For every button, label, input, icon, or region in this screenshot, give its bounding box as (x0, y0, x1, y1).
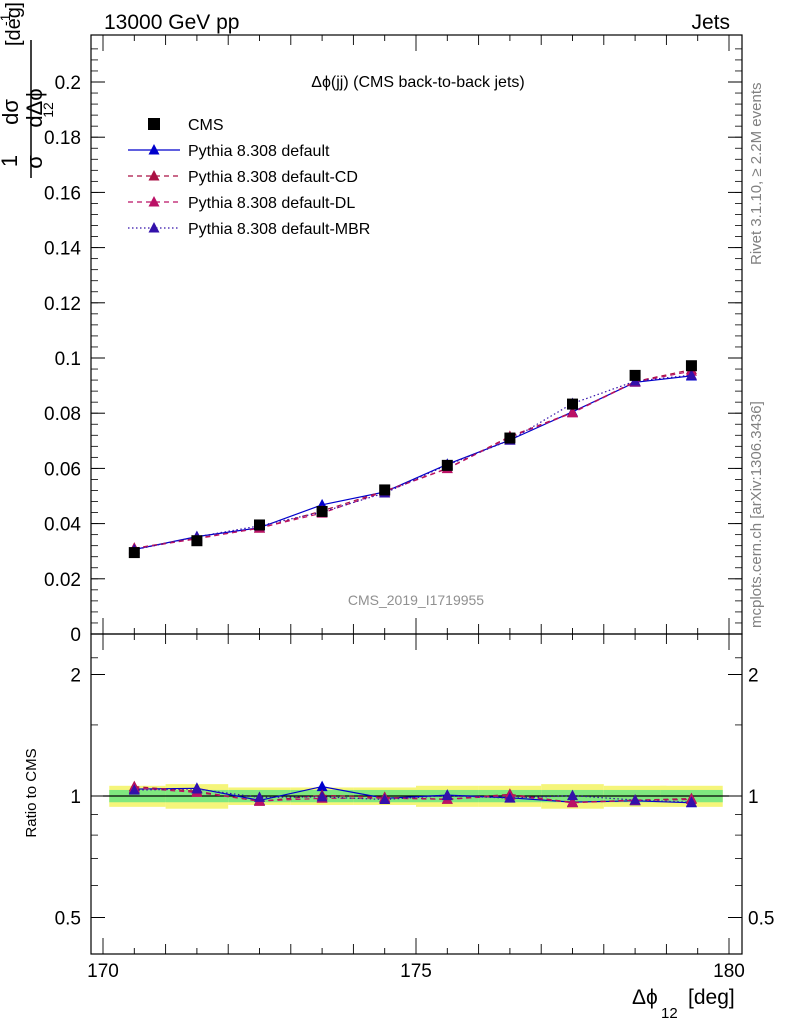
data-point-cms (629, 369, 641, 381)
y-tick-label: 0.08 (44, 404, 81, 425)
ratio-y-tick-label: 2 (70, 666, 81, 687)
main-series (128, 360, 697, 559)
y-label-subscript: 12 (40, 102, 56, 118)
data-point-mc (685, 796, 697, 807)
data-point-cms (567, 398, 578, 410)
y-tick-label: 0.1 (55, 349, 81, 370)
series-line (134, 374, 692, 551)
ratio-y-axis-label: Ratio to CMS (23, 748, 40, 837)
data-point-mc (128, 784, 140, 795)
data-point-mc (567, 406, 578, 418)
legend-marker (148, 144, 160, 155)
rivet-version-label: Rivet 3.1.10, ≥ 2.2M events (748, 83, 765, 266)
series-line (134, 375, 692, 551)
ratio-y-tick-label-right: 0.5 (748, 909, 774, 930)
data-point-mc (629, 794, 641, 805)
data-point-mc (191, 782, 203, 794)
data-point-cms (379, 484, 391, 496)
y-tick-label: 0 (70, 625, 81, 646)
y-tick-label: 0.2 (55, 73, 81, 94)
y-label-one: 1 (0, 155, 22, 167)
data-point-cms (316, 505, 328, 517)
legend-marker (148, 118, 160, 130)
data-point-cms (191, 535, 203, 547)
x-label-main: Δϕ (632, 986, 658, 1009)
series-line (134, 787, 692, 804)
data-point-cms (128, 547, 140, 559)
energy-label: 13000 GeV pp (104, 11, 239, 34)
data-point-mc (316, 780, 328, 792)
y-tick-label: 0.18 (44, 128, 81, 149)
y-label-units-exp: -1 (0, 13, 13, 26)
data-point-mc (254, 791, 265, 802)
data-point-mc (316, 790, 328, 802)
legend-marker (148, 170, 160, 181)
ratio-ticks: 0.5 0.5 1 1 2 2 170 175 180 (55, 634, 774, 982)
x-tick-label: 180 (713, 961, 745, 982)
ratio-y-tick-label: 0.5 (55, 909, 81, 930)
y-tick-label: 0.06 (44, 459, 81, 480)
x-axis-label: Δϕ 12 [deg] (632, 986, 735, 1022)
data-point-cms (685, 360, 697, 372)
y-tick-label: 0.16 (44, 183, 81, 204)
legend-label: CMS (188, 117, 224, 134)
ratio-panel: 0.5 0.5 1 1 2 2 170 175 180 Ratio to CMS (23, 633, 774, 982)
jets-label: Jets (691, 11, 730, 34)
legend-label: Pythia 8.308 default-MBR (188, 221, 370, 238)
data-point-cms (254, 519, 265, 531)
data-point-mc (567, 789, 578, 801)
y-label-numerator: dσ (0, 99, 23, 125)
series-line (134, 370, 692, 550)
x-label-sub: 12 (661, 1005, 678, 1022)
ratio-y-tick-label-right: 2 (748, 666, 759, 687)
legend: CMS Pythia 8.308 default Pythia 8.308 defa… (128, 117, 370, 238)
analysis-id-label: CMS_2019_I1719955 (348, 592, 484, 608)
x-label-units: [deg] (688, 986, 735, 1009)
x-tick-label: 170 (87, 961, 119, 982)
legend-marker (148, 196, 160, 207)
ratio-series (128, 780, 697, 808)
y-label-units-close: ] (3, 2, 25, 8)
main-y-axis-label: 1 σ dσ dΔϕ [deg -1 ] 12 (0, 2, 56, 178)
y-tick-label: 0.14 (44, 239, 81, 260)
ratio-y-tick-label: 1 (70, 787, 81, 808)
ratio-plot-frame (90, 633, 743, 955)
main-title: Δϕ(jj) (CMS back-to-back jets) (311, 74, 524, 91)
y-label-denominator: dΔϕ (22, 88, 47, 127)
legend-label: Pythia 8.308 default-CD (188, 169, 358, 186)
main-ticks: 0 0.02 0.04 0.06 0.08 0.1 0.12 0.14 0.16 0.18 0.2 (44, 35, 742, 646)
main-panel: 00.020.040.060.080.10.120.140.160.180.2 … (0, 2, 743, 646)
legend-label: Pythia 8.308 default (188, 143, 330, 160)
y-tick-label: 0.12 (44, 294, 81, 315)
data-point-mc (379, 793, 391, 805)
data-point-cms (504, 432, 516, 444)
data-point-mc (685, 369, 697, 380)
y-label-sigma: σ (22, 155, 47, 169)
y-tick-label: 0.04 (44, 515, 81, 536)
ratio-y-tick-label-right: 1 (748, 787, 759, 808)
mcplots-label: mcplots.cern.ch [arXiv:1306.3436] (748, 401, 765, 628)
y-tick-label: 0.02 (44, 570, 81, 591)
series-line (134, 369, 692, 549)
data-point-mc (504, 792, 516, 803)
data-point-mc (567, 796, 578, 808)
legend-label: Pythia 8.308 default-DL (188, 195, 355, 212)
data-point-cms (441, 459, 453, 471)
x-tick-label: 175 (400, 961, 432, 982)
legend-marker (148, 222, 160, 233)
y-label-units: [deg (3, 7, 25, 46)
data-point-mc (441, 789, 453, 801)
